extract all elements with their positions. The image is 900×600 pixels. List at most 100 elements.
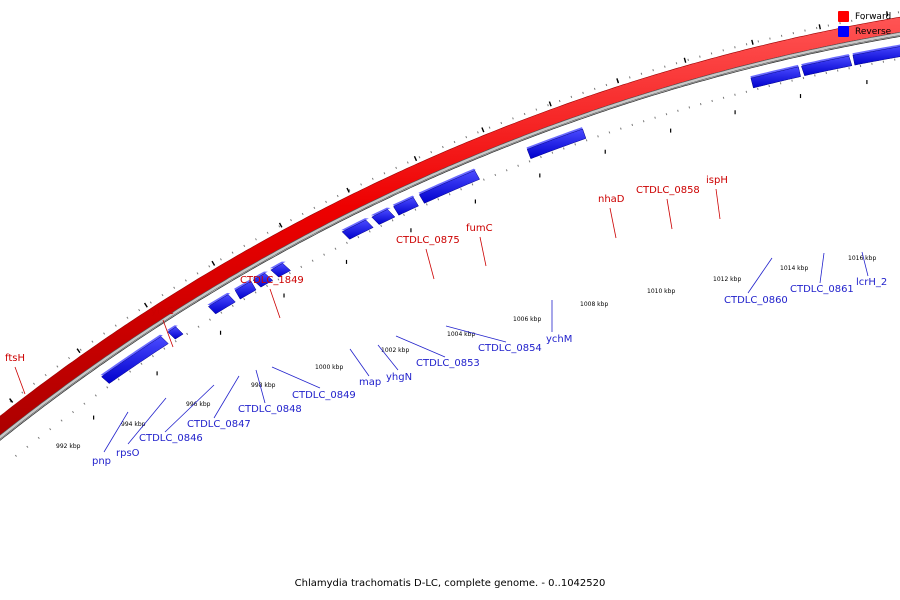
outer-minor-tick [710, 52, 713, 55]
inner-minor-tick [597, 135, 599, 138]
reverse-leader-rpsO [127, 397, 167, 445]
outer-minor-tick [500, 121, 503, 125]
reverse-feature-top [750, 64, 799, 79]
inner-minor-tick [300, 265, 303, 268]
inner-minor-tick [677, 109, 679, 112]
reverse-gene-CTDLC_0860: CTDLC_0860 [724, 295, 788, 306]
outer-major-tick [9, 398, 14, 403]
reverse-feature-block [101, 336, 169, 384]
inner-minor-tick [711, 99, 713, 103]
reverse-leader-lcrH_2 [861, 251, 869, 277]
outer-minor-tick [722, 49, 724, 52]
inner-minor-tick [608, 131, 611, 134]
inner-minor-tick [311, 259, 314, 262]
forward-leader-nhaD [609, 207, 617, 239]
outer-minor-tick [477, 131, 479, 134]
reverse-feature-block [852, 46, 900, 66]
inner-minor-tick [460, 188, 462, 191]
inner-minor-tick [642, 120, 645, 123]
outer-minor-tick [442, 145, 444, 149]
outer-minor-tick [21, 391, 24, 394]
forward-leader-ftsH [14, 366, 26, 395]
tick-label-1010: 1010 kbp [647, 288, 675, 295]
legend-forward-label: Forward [855, 11, 892, 22]
inner-minor-tick [334, 247, 337, 250]
reverse-leader-CTDLC_0861 [819, 252, 825, 284]
outer-minor-tick [535, 108, 538, 111]
reverse-gene-CTDLC_0847: CTDLC_0847 [187, 419, 251, 430]
outer-major-tick [211, 260, 216, 266]
outer-minor-tick [418, 156, 421, 159]
inner-minor-tick [688, 106, 691, 109]
outer-minor-tick [652, 69, 654, 72]
tick-label-1008: 1008 kbp [580, 301, 608, 308]
outer-minor-tick [149, 301, 152, 304]
inner-minor-tick [551, 151, 554, 154]
outer-minor-tick [348, 189, 351, 192]
outer-minor-tick [44, 373, 47, 377]
reverse-gene-CTDLC_0853: CTDLC_0853 [416, 358, 480, 369]
forward-gene-fumC: fumC [466, 223, 493, 234]
inner-minor-tick [151, 355, 154, 358]
backbone-line [0, 32, 900, 440]
reverse-feature-top [370, 207, 391, 216]
outer-minor-tick [290, 219, 292, 222]
outer-minor-tick [605, 83, 608, 87]
outer-minor-tick [103, 332, 106, 335]
tick-label-1014: 1014 kbp [780, 265, 808, 272]
legend-item-reverse: Reverse [838, 24, 891, 39]
reverse-gene-CTDLC_0854: CTDLC_0854 [478, 343, 542, 354]
inner-minor-tick [266, 284, 268, 288]
outer-minor-tick [255, 238, 257, 241]
reverse-feature-block [418, 170, 480, 204]
forward-gene-CTDLC_1849: CTDLC_1849 [240, 275, 304, 286]
reverse-feature-block [526, 128, 587, 160]
tick-label-994: 994 kbp [121, 421, 146, 428]
forward-gene-ispH: ispH [706, 175, 728, 186]
reverse-leader-CTDLC_0848 [255, 369, 266, 404]
outer-minor-tick [161, 293, 164, 297]
outer-major-tick [818, 24, 822, 30]
outer-minor-tick [628, 76, 631, 79]
outer-minor-tick [9, 400, 12, 403]
inner-minor-tick [483, 178, 485, 181]
forward-gene-yfhC: yfhC [151, 306, 174, 317]
inner-minor-tick [49, 428, 52, 431]
reverse-feature-block [167, 326, 184, 340]
reverse-leader-CTDLC_0847 [213, 375, 240, 419]
outer-minor-tick [126, 316, 129, 319]
outer-minor-tick [138, 308, 141, 312]
tick-label-1002: 1002 kbp [381, 347, 409, 354]
outer-minor-tick [430, 150, 433, 154]
outer-minor-tick [114, 324, 117, 327]
reverse-leader-map [349, 348, 370, 377]
outer-minor-tick [406, 161, 409, 164]
inner-minor-tick [562, 147, 565, 150]
inner-minor-tick [129, 370, 132, 373]
inner-minor-tick [14, 454, 17, 457]
inner-minor-tick [437, 198, 440, 201]
inner-minor-tick [117, 378, 120, 381]
inner-minor-tick [380, 224, 383, 227]
inner-minor-tick [574, 143, 576, 146]
inner-minor-tick [346, 241, 348, 244]
inner-minor-tick [357, 235, 360, 239]
reverse-feature-block [252, 272, 274, 288]
inner-minor-tick [209, 318, 211, 321]
reverse-gene-yhgN: yhgN [386, 372, 412, 383]
reverse-features [100, 44, 900, 384]
outer-major-tick [683, 57, 687, 63]
reverse-feature-top [392, 195, 415, 207]
inner-minor-tick [163, 347, 166, 350]
outer-minor-tick [243, 244, 246, 248]
reverse-gene-CTDLC_0861: CTDLC_0861 [790, 284, 854, 295]
outer-minor-tick [465, 136, 468, 139]
reverse-feature-top [234, 279, 251, 291]
forward-gene-ftsH: ftsH [5, 353, 25, 364]
outer-minor-tick [558, 99, 561, 103]
outer-minor-tick [699, 55, 701, 58]
tick-label-1004: 1004 kbp [447, 331, 475, 338]
reverse-feature-block [270, 263, 291, 278]
outer-minor-tick [184, 279, 187, 282]
